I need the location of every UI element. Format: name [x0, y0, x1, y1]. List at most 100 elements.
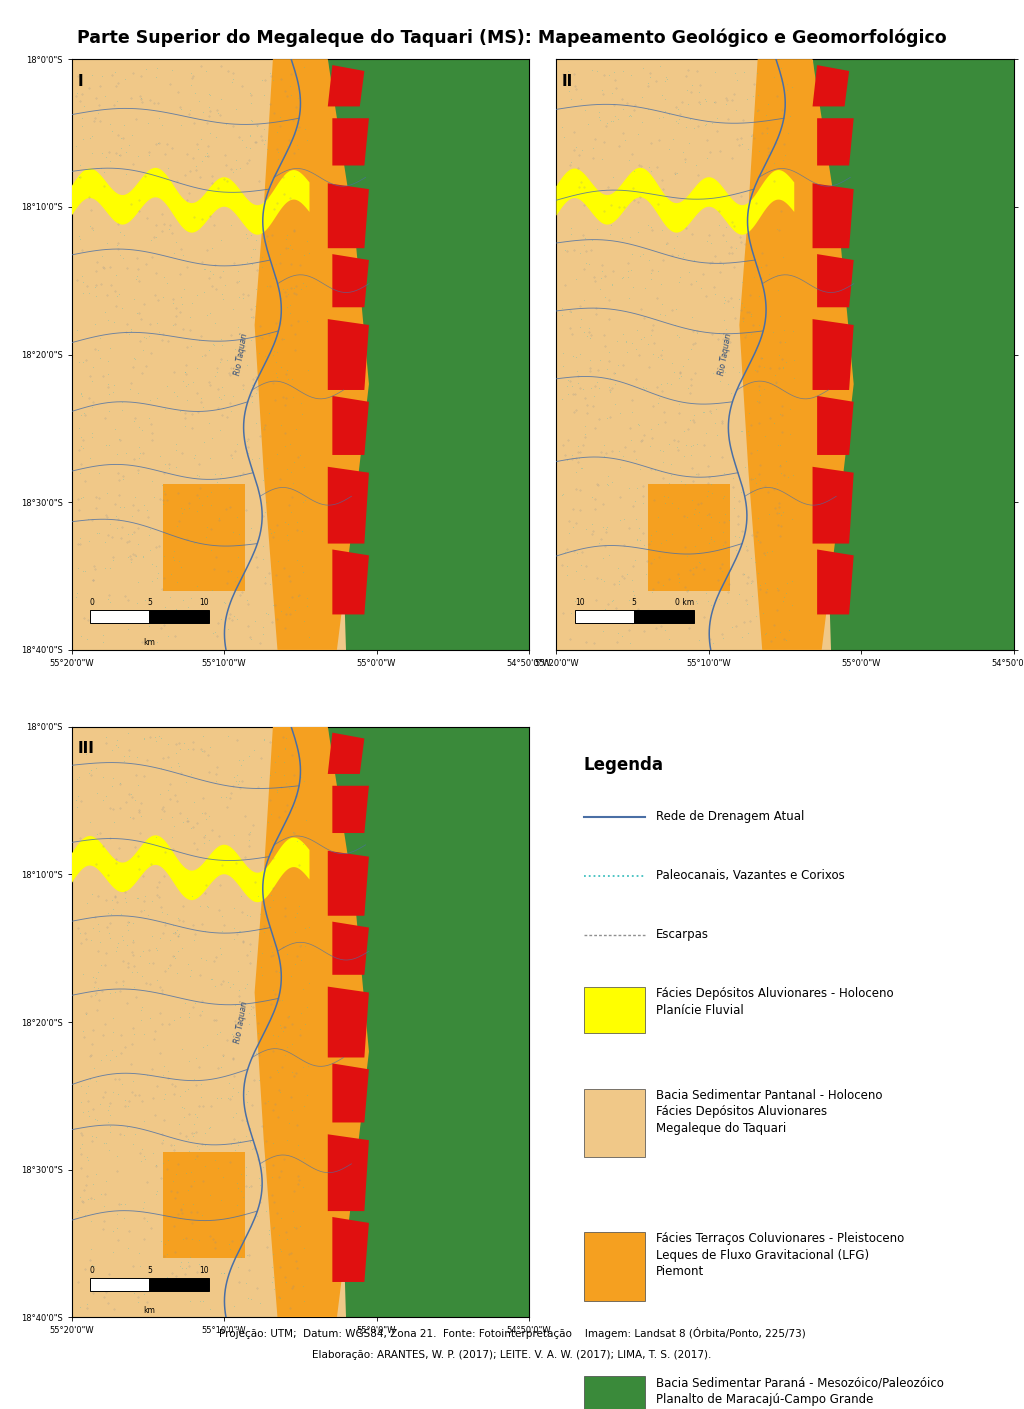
Point: [114, 296, 130, 318]
Point: [585, 520, 601, 542]
Text: Paleocanais, Vazantes e Corixos: Paleocanais, Vazantes e Corixos: [655, 869, 845, 882]
Point: [615, 566, 632, 589]
Point: [175, 589, 191, 612]
Point: [569, 541, 586, 564]
Point: [191, 604, 208, 627]
Point: [180, 1050, 197, 1072]
Point: [152, 131, 168, 154]
Point: [559, 537, 575, 559]
Point: [258, 225, 274, 248]
Polygon shape: [333, 921, 369, 975]
Point: [75, 437, 91, 459]
Point: [136, 293, 153, 316]
Point: [161, 217, 177, 240]
Point: [630, 221, 646, 244]
Point: [285, 820, 301, 843]
Point: [282, 186, 298, 209]
Point: [219, 796, 236, 819]
Point: [167, 1186, 183, 1209]
Point: [210, 612, 226, 634]
Point: [287, 921, 303, 944]
Polygon shape: [328, 986, 369, 1058]
Point: [621, 517, 637, 540]
Polygon shape: [255, 59, 369, 650]
Point: [156, 921, 172, 944]
Point: [771, 344, 787, 366]
Point: [568, 268, 585, 290]
Point: [154, 978, 170, 1000]
Point: [153, 896, 169, 919]
Point: [154, 203, 170, 225]
Point: [83, 1044, 99, 1067]
Point: [293, 934, 309, 957]
Point: [207, 1148, 223, 1171]
Point: [582, 254, 598, 276]
Point: [771, 304, 787, 327]
Point: [169, 170, 185, 193]
Point: [596, 534, 612, 557]
Point: [204, 172, 220, 194]
Point: [136, 727, 153, 750]
Point: [88, 486, 104, 509]
Point: [257, 413, 273, 435]
Point: [649, 347, 666, 369]
Point: [257, 69, 273, 92]
Point: [231, 1130, 248, 1153]
Point: [213, 230, 229, 252]
Point: [78, 1174, 94, 1196]
Point: [607, 76, 624, 99]
Point: [261, 731, 278, 754]
Point: [243, 82, 259, 104]
Point: [296, 457, 312, 479]
Point: [283, 62, 299, 85]
Point: [710, 568, 726, 590]
Point: [116, 750, 132, 772]
Point: [242, 125, 258, 148]
Point: [163, 1134, 179, 1157]
Point: [604, 110, 621, 132]
Point: [642, 62, 658, 85]
Point: [637, 276, 653, 299]
Point: [718, 230, 734, 252]
Point: [185, 1169, 202, 1192]
Point: [233, 900, 250, 923]
Point: [695, 606, 712, 628]
Point: [184, 1193, 201, 1216]
Point: [135, 865, 152, 888]
Point: [193, 1289, 209, 1312]
Point: [91, 989, 108, 1012]
Point: [709, 424, 725, 447]
Point: [141, 1006, 158, 1029]
Point: [631, 597, 647, 620]
Point: [168, 231, 184, 254]
Point: [606, 93, 623, 116]
Point: [225, 765, 242, 788]
Point: [731, 361, 748, 383]
Text: Elaboração: ARANTES, W. P. (2017); LEITE. V. A. W. (2017); LIMA, T. S. (2017).: Elaboração: ARANTES, W. P. (2017); LEITE…: [312, 1350, 712, 1360]
Point: [723, 147, 739, 169]
Point: [261, 573, 278, 596]
Point: [204, 165, 220, 187]
Point: [636, 325, 652, 348]
Point: [128, 544, 144, 566]
Point: [211, 899, 227, 921]
Point: [629, 476, 645, 499]
Point: [750, 528, 766, 551]
Point: [188, 1134, 205, 1157]
Point: [596, 63, 612, 86]
Point: [109, 442, 125, 465]
Point: [110, 1082, 126, 1105]
Point: [749, 521, 765, 544]
Point: [195, 101, 211, 124]
Point: [778, 79, 795, 101]
Point: [120, 610, 136, 633]
Point: [179, 807, 196, 830]
Point: [127, 1123, 143, 1146]
Point: [197, 1155, 213, 1178]
Point: [670, 440, 686, 462]
Point: [739, 572, 756, 595]
Point: [88, 496, 104, 519]
Point: [782, 106, 799, 128]
Point: [634, 111, 650, 134]
Point: [577, 387, 593, 410]
